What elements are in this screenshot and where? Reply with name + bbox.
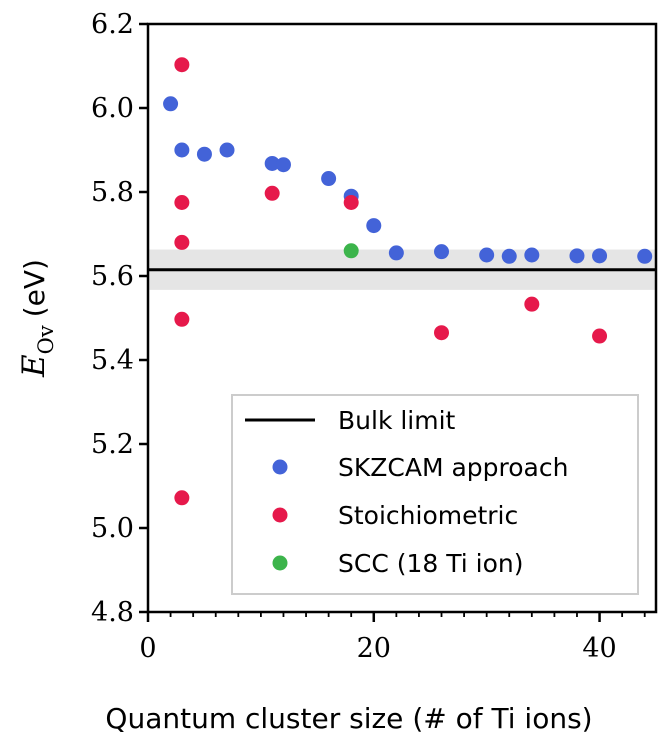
svg-text:EOv(eV): EOv (eV) (16, 259, 58, 378)
legend-label-bulk-limit: Bulk limit (338, 406, 456, 435)
y-tick-label-1: 5.0 (91, 513, 134, 544)
x-tick-label-0: 0 (139, 633, 156, 664)
point-stoichiometric-7 (434, 325, 450, 341)
point-stoichiometric-2 (174, 234, 190, 250)
axes: 4.8 5.0 5.2 5.4 5.6 5.8 6.0 6.2 0 20 40 (91, 9, 658, 664)
point-skzcam-approach-13 (524, 247, 540, 263)
y-axis-label-subscript: Ov (34, 325, 58, 354)
point-stoichiometric-3 (174, 311, 190, 327)
point-scc-18-ti-ion-0 (343, 243, 359, 259)
point-skzcam-approach-10 (434, 244, 450, 260)
legend-label-scc: SCC (18 Ti ion) (338, 549, 523, 578)
x-tick-label-1: 20 (357, 633, 391, 664)
legend: Bulk limit SKZCAM approach Stoichiometri… (231, 394, 639, 595)
legend-label-skzcam: SKZCAM approach (338, 453, 568, 482)
y-tick-label-3: 5.4 (91, 345, 134, 376)
legend-marker-skzcam (272, 459, 288, 475)
point-skzcam-approach-6 (321, 171, 337, 187)
point-skzcam-approach-9 (388, 245, 404, 261)
point-skzcam-approach-1 (174, 142, 190, 158)
point-skzcam-approach-12 (501, 248, 517, 264)
y-axis-label-symbol: E (16, 354, 52, 378)
legend-frame (231, 394, 639, 595)
point-skzcam-approach-4 (264, 155, 280, 171)
plot-frame (146, 22, 658, 614)
y-tick-label-2: 5.2 (91, 429, 134, 460)
x-tick-label-2: 40 (582, 633, 616, 664)
point-skzcam-approach-8 (366, 218, 382, 234)
y-tick-label-5: 5.8 (91, 177, 134, 208)
y-tick-label-4: 5.6 (91, 261, 134, 292)
y-tick-label-7: 6.2 (91, 9, 134, 40)
point-skzcam-approach-11 (479, 247, 495, 263)
point-stoichiometric-8 (524, 296, 540, 312)
point-skzcam-approach-0 (163, 96, 179, 112)
point-skzcam-approach-16 (637, 248, 653, 264)
point-skzcam-approach-14 (569, 248, 585, 264)
y-tick-label-0: 4.8 (91, 597, 134, 628)
y-axis-label-unit: (eV) (18, 259, 51, 317)
point-skzcam-approach-5 (275, 157, 291, 173)
legend-label-stoichiometric: Stoichiometric (338, 501, 518, 530)
y-tick-label-6: 6.0 (91, 93, 134, 124)
point-stoichiometric-0 (174, 57, 190, 73)
point-stoichiometric-5 (264, 185, 280, 201)
point-stoichiometric-6 (343, 195, 359, 210)
point-stoichiometric-4 (174, 490, 190, 506)
point-skzcam-approach-15 (592, 248, 608, 264)
point-stoichiometric-9 (592, 328, 608, 344)
point-skzcam-approach-3 (219, 142, 235, 158)
x-axis-label: Quantum cluster size (# of Ti ions) (105, 702, 592, 735)
point-stoichiometric-1 (174, 195, 190, 210)
point-skzcam-approach-2 (196, 146, 212, 162)
legend-marker-scc (272, 555, 288, 571)
plot-area (148, 57, 656, 506)
legend-marker-stoichiometric (272, 507, 288, 523)
y-axis-label: EOv (eV) (16, 259, 58, 378)
